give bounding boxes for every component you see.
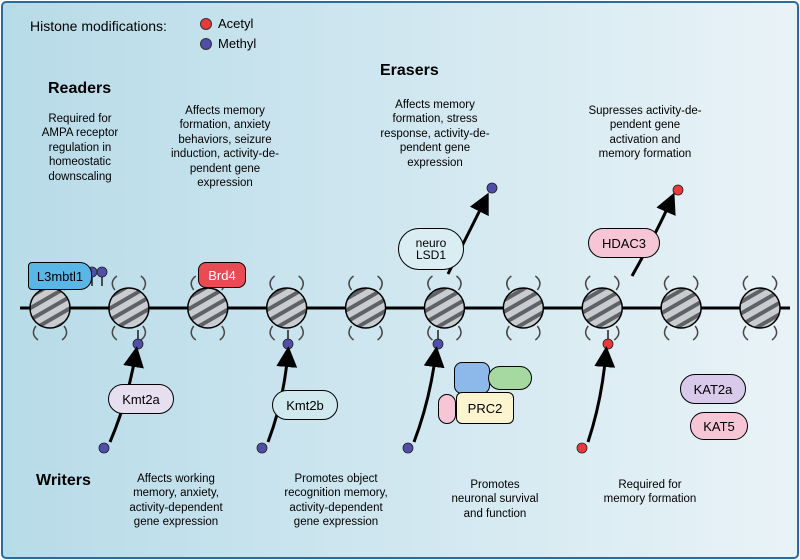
desc-l3mbtl1: Required forAMPA receptorregulation inho… bbox=[20, 112, 140, 184]
protein-kat2a-label: KAT2a bbox=[694, 382, 733, 397]
methyl-dot bbox=[200, 38, 212, 50]
prc2-subunit-2 bbox=[454, 362, 490, 394]
protein-hdac3-label: HDAC3 bbox=[602, 236, 646, 251]
heading-readers: Readers bbox=[48, 80, 111, 98]
desc-neuroLSD1: Affects memoryformation, stressresponse,… bbox=[360, 98, 510, 170]
desc-kmt2b: Promotes objectrecognition memory,activi… bbox=[256, 472, 416, 530]
legend-methyl-label: Methyl bbox=[218, 36, 256, 51]
desc-brd4: Affects memoryformation, anxietybehavior… bbox=[150, 104, 300, 190]
protein-brd4-label: Brd4 bbox=[208, 268, 235, 283]
legend-methyl: Methyl bbox=[200, 36, 256, 51]
desc-prc2: Promotesneuronal survivaland function bbox=[430, 478, 560, 521]
protein-neuroLSD1-bot: LSD1 bbox=[416, 249, 446, 261]
desc-kat: Required formemory formation bbox=[580, 478, 720, 507]
protein-kmt2b: Kmt2b bbox=[272, 390, 338, 420]
heading-erasers: Erasers bbox=[380, 62, 439, 80]
legend-acetyl: Acetyl bbox=[200, 16, 253, 31]
protein-brd4: Brd4 bbox=[198, 262, 246, 288]
protein-kmt2a: Kmt2a bbox=[108, 384, 174, 414]
desc-kmt2a: Affects workingmemory, anxiety,activity-… bbox=[106, 472, 246, 530]
protein-neuroLSD1: neuro LSD1 bbox=[398, 228, 464, 270]
acetyl-dot bbox=[200, 18, 212, 30]
protein-prc2-label: PRC2 bbox=[468, 401, 503, 416]
protein-l3mbtl1-label: L3mbtl1 bbox=[37, 269, 83, 284]
desc-hdac3: Supresses activity-de-pendent geneactiva… bbox=[560, 104, 730, 162]
protein-hdac3: HDAC3 bbox=[588, 228, 660, 258]
legend-acetyl-label: Acetyl bbox=[218, 16, 253, 31]
diagram-canvas: Histone modifications: Acetyl Methyl Rea… bbox=[0, 0, 800, 560]
legend-title: Histone modifications: bbox=[30, 18, 167, 34]
protein-kmt2a-label: Kmt2a bbox=[122, 392, 160, 407]
protein-kat5: KAT5 bbox=[690, 412, 748, 440]
prc2-subunit-3 bbox=[488, 366, 532, 390]
protein-kat5-label: KAT5 bbox=[703, 419, 735, 434]
protein-kmt2b-label: Kmt2b bbox=[286, 398, 324, 413]
protein-l3mbtl1: L3mbtl1 bbox=[28, 262, 92, 290]
heading-writers: Writers bbox=[36, 472, 91, 490]
protein-kat2a: KAT2a bbox=[680, 374, 746, 404]
protein-prc2: PRC2 bbox=[456, 392, 514, 424]
prc2-subunit-1 bbox=[438, 394, 456, 424]
